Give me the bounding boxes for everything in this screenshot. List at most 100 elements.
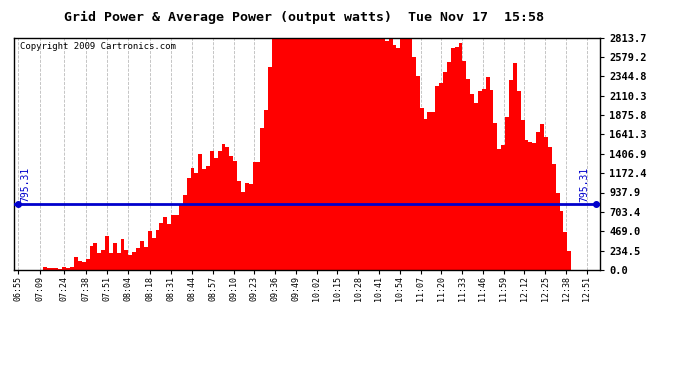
- Bar: [388, 38, 393, 270]
- Bar: [167, 224, 171, 270]
- Bar: [412, 57, 416, 270]
- Bar: [408, 39, 412, 270]
- Bar: [532, 142, 536, 270]
- Bar: [443, 72, 447, 270]
- Bar: [140, 241, 144, 270]
- Bar: [90, 246, 93, 270]
- Bar: [164, 217, 167, 270]
- Bar: [564, 231, 567, 270]
- Bar: [447, 62, 451, 270]
- Bar: [284, 38, 288, 270]
- Bar: [190, 168, 195, 270]
- Bar: [280, 38, 284, 270]
- Bar: [93, 243, 97, 270]
- Bar: [105, 236, 109, 270]
- Bar: [451, 48, 455, 270]
- Bar: [521, 120, 524, 270]
- Bar: [59, 269, 62, 270]
- Bar: [229, 156, 233, 270]
- Text: 795.31: 795.31: [580, 166, 590, 202]
- Bar: [377, 38, 381, 270]
- Bar: [560, 211, 564, 270]
- Bar: [202, 169, 206, 270]
- Bar: [62, 267, 66, 270]
- Bar: [272, 38, 276, 270]
- Bar: [66, 268, 70, 270]
- Bar: [307, 38, 311, 270]
- Bar: [326, 38, 331, 270]
- Bar: [101, 250, 105, 270]
- Bar: [323, 38, 326, 270]
- Bar: [567, 251, 571, 270]
- Bar: [295, 38, 299, 270]
- Bar: [342, 38, 346, 270]
- Bar: [490, 90, 493, 270]
- Bar: [331, 38, 334, 270]
- Bar: [175, 215, 179, 270]
- Bar: [136, 248, 140, 270]
- Bar: [82, 262, 86, 270]
- Bar: [186, 178, 190, 270]
- Bar: [338, 38, 342, 270]
- Bar: [497, 149, 501, 270]
- Bar: [373, 38, 377, 270]
- Bar: [245, 183, 249, 270]
- Bar: [260, 128, 264, 270]
- Bar: [43, 267, 47, 270]
- Bar: [455, 47, 459, 270]
- Bar: [369, 38, 373, 270]
- Bar: [428, 112, 431, 270]
- Bar: [346, 38, 350, 270]
- Bar: [416, 76, 420, 270]
- Bar: [148, 231, 152, 270]
- Bar: [128, 255, 132, 270]
- Bar: [552, 164, 555, 270]
- Bar: [276, 38, 280, 270]
- Bar: [334, 38, 338, 270]
- Bar: [241, 192, 245, 270]
- Bar: [117, 253, 121, 270]
- Bar: [97, 253, 101, 270]
- Bar: [466, 79, 470, 270]
- Bar: [505, 117, 509, 270]
- Bar: [462, 61, 466, 270]
- Bar: [70, 267, 74, 270]
- Bar: [435, 86, 439, 270]
- Bar: [474, 103, 478, 270]
- Bar: [350, 38, 354, 270]
- Bar: [529, 142, 532, 270]
- Bar: [424, 119, 428, 270]
- Bar: [493, 123, 497, 270]
- Bar: [121, 238, 124, 270]
- Bar: [431, 112, 435, 270]
- Bar: [253, 162, 257, 270]
- Text: Grid Power & Average Power (output watts)  Tue Nov 17  15:58: Grid Power & Average Power (output watts…: [63, 11, 544, 24]
- Bar: [171, 215, 175, 270]
- Bar: [517, 91, 521, 270]
- Bar: [50, 268, 55, 270]
- Bar: [311, 38, 315, 270]
- Bar: [439, 83, 443, 270]
- Bar: [109, 253, 113, 270]
- Bar: [152, 238, 155, 270]
- Bar: [210, 151, 214, 270]
- Bar: [268, 68, 272, 270]
- Bar: [288, 38, 291, 270]
- Bar: [159, 224, 164, 270]
- Bar: [470, 94, 474, 270]
- Bar: [536, 132, 540, 270]
- Bar: [524, 140, 529, 270]
- Bar: [291, 38, 295, 270]
- Bar: [540, 124, 544, 270]
- Bar: [555, 192, 560, 270]
- Bar: [400, 39, 404, 270]
- Bar: [501, 145, 505, 270]
- Bar: [249, 184, 253, 270]
- Bar: [144, 247, 148, 270]
- Bar: [362, 38, 365, 270]
- Bar: [257, 162, 260, 270]
- Bar: [47, 268, 50, 270]
- Bar: [544, 137, 548, 270]
- Bar: [132, 252, 136, 270]
- Bar: [365, 38, 369, 270]
